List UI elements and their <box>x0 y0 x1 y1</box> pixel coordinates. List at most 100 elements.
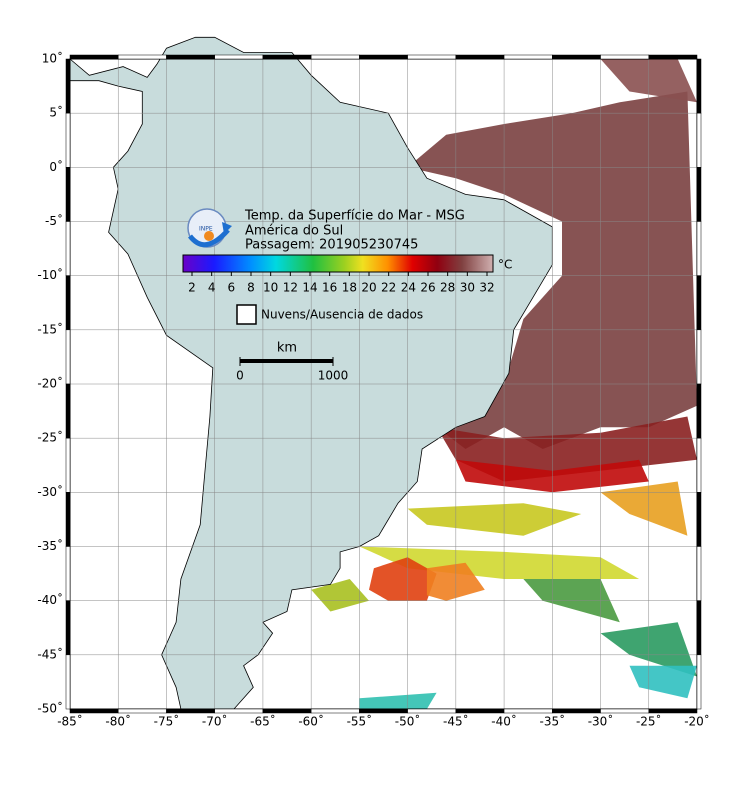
lat-tick-label: -40˚ <box>37 592 63 607</box>
frame-segment <box>65 275 71 331</box>
frame-segment <box>65 492 71 547</box>
colorbar-tick-label: 26 <box>420 281 435 295</box>
frame-segment <box>69 54 119 60</box>
frame-segment <box>696 600 702 656</box>
frame-segment <box>696 437 702 493</box>
lat-tick-label: -35˚ <box>37 538 63 553</box>
colorbar <box>182 254 494 273</box>
frame-segment <box>696 58 702 114</box>
frame-segment <box>310 708 360 714</box>
frame-segment <box>648 54 698 60</box>
frame-segment <box>600 54 650 60</box>
lon-tick-label: -75˚ <box>154 714 180 729</box>
colorbar-tick-label: 22 <box>381 281 396 295</box>
frame-layer <box>65 54 702 714</box>
frame-segment <box>65 383 71 439</box>
frame-segment <box>696 167 702 222</box>
frame-segment <box>648 708 698 714</box>
grid-layer <box>69 58 698 710</box>
frame-segment <box>503 708 553 714</box>
frame-segment <box>552 54 601 60</box>
frame-segment <box>455 708 505 714</box>
colorbar-tick-label: 6 <box>228 281 236 295</box>
lat-tick-label: -5˚ <box>45 213 63 228</box>
tick-layer: -85˚ -80˚ -75˚ -70˚ -65˚ -60˚ -55˚ -50˚ -45˚ -40˚… <box>37 51 709 729</box>
colorbar-tick-label: 28 <box>440 281 455 295</box>
sst-patch <box>359 546 640 579</box>
sst-patch <box>369 557 437 601</box>
colorbar-unit: °C <box>498 258 512 272</box>
lon-tick-label: -70˚ <box>202 714 228 729</box>
sst-patch <box>600 481 688 536</box>
lon-tick-label: -30˚ <box>588 714 614 729</box>
frame-segment <box>65 329 71 385</box>
lat-tick-label: -30˚ <box>37 484 63 499</box>
colorbar-tick-label: 2 <box>188 281 196 295</box>
lon-tick-label: -20˚ <box>684 714 710 729</box>
colorbar-tick-label: 16 <box>322 281 337 295</box>
frame-segment <box>359 708 408 714</box>
frame-segment <box>407 708 457 714</box>
lat-tick-label: -15˚ <box>37 321 63 336</box>
frame-segment <box>214 708 264 714</box>
lat-tick-label: 5˚ <box>49 105 63 120</box>
legend-swatch <box>236 304 257 325</box>
colorbar-tick-label: 14 <box>302 281 317 295</box>
frame-segment <box>310 54 360 60</box>
lon-tick-label: -65˚ <box>250 714 276 729</box>
lat-tick-label: 0˚ <box>49 159 63 174</box>
colorbar-tick-label: 10 <box>263 281 278 295</box>
colorbar-tick-label: 18 <box>342 281 357 295</box>
frame-segment <box>166 708 215 714</box>
subtitle: América do Sul <box>245 224 343 239</box>
frame-segment <box>696 275 702 331</box>
lat-tick-label: -20˚ <box>37 376 63 391</box>
lat-tick-label: 10˚ <box>42 51 63 66</box>
frame-segment <box>262 54 312 60</box>
lon-tick-label: -45˚ <box>443 714 469 729</box>
frame-segment <box>65 546 71 601</box>
colorbar-tick-label: 20 <box>361 281 376 295</box>
svg-text:INPE: INPE <box>199 226 213 233</box>
sst-patch <box>359 692 437 709</box>
frame-segment <box>696 221 702 276</box>
title: Temp. da Superfície do Mar - MSG <box>244 209 465 224</box>
frame-segment <box>65 167 71 222</box>
scale-bar <box>240 359 333 363</box>
colorbar-tick-label: 8 <box>247 281 255 295</box>
legend-label: Nuvens/Ausencia de dados <box>261 308 423 322</box>
lat-tick-label: -25˚ <box>37 430 63 445</box>
frame-segment <box>65 58 71 114</box>
frame-segment <box>503 54 553 60</box>
sst-patch <box>407 91 697 449</box>
frame-segment <box>696 654 702 710</box>
frame-segment <box>552 708 601 714</box>
lon-tick-label: -50˚ <box>395 714 421 729</box>
scale-tick-label: 1000 <box>318 369 349 383</box>
lon-tick-label: -60˚ <box>298 714 324 729</box>
frame-segment <box>117 708 167 714</box>
sst-patch <box>311 579 369 612</box>
frame-segment <box>166 54 215 60</box>
frame-segment <box>696 112 702 168</box>
frame-segment <box>65 437 71 493</box>
frame-segment <box>214 54 264 60</box>
frame-segment <box>600 708 650 714</box>
colorbar-tick-label: 24 <box>401 281 416 295</box>
frame-segment <box>696 492 702 547</box>
frame-segment <box>359 54 408 60</box>
lon-tick-label: -85˚ <box>57 714 83 729</box>
lat-tick-label: -10˚ <box>37 267 63 282</box>
colorbar-tick-label: 12 <box>283 281 298 295</box>
lon-tick-label: -35˚ <box>540 714 566 729</box>
frame-segment <box>65 600 71 656</box>
lon-tick-label: -80˚ <box>105 714 131 729</box>
frame-segment <box>455 54 505 60</box>
frame-segment <box>262 708 312 714</box>
frame-segment <box>69 708 119 714</box>
lat-tick-label: -45˚ <box>37 646 63 661</box>
lon-tick-label: -25˚ <box>636 714 662 729</box>
lon-tick-label: -40˚ <box>491 714 517 729</box>
frame-segment <box>696 329 702 385</box>
